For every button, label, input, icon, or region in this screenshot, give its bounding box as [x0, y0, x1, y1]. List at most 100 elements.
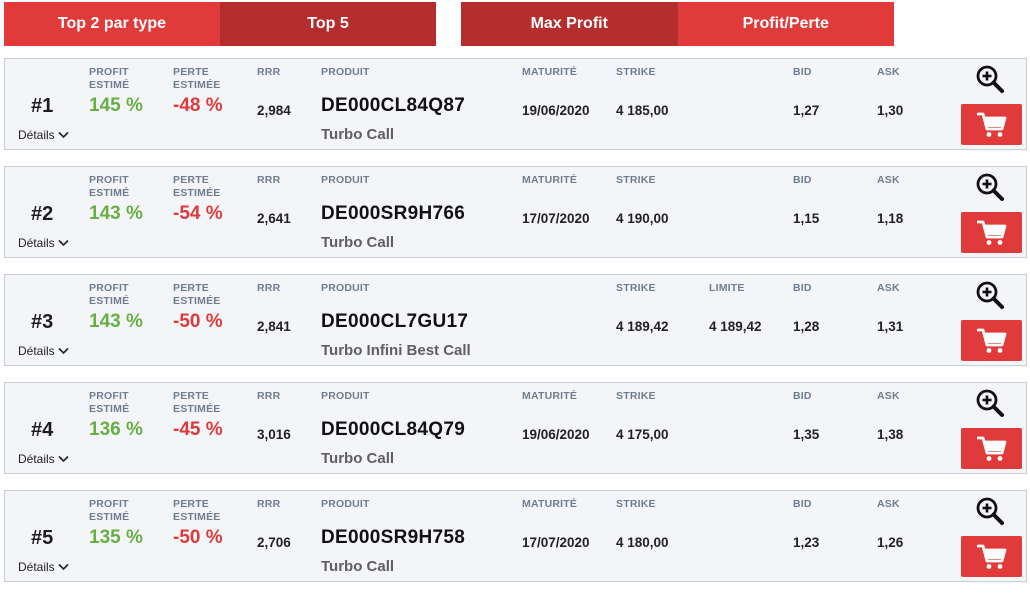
tab-top5[interactable]: Top 5 [220, 2, 436, 46]
profit-label: PROFIT ESTIMÉ [89, 498, 129, 524]
perte-value: -48 % [173, 95, 223, 116]
profit-value: 136 % [89, 419, 143, 440]
product-type: Turbo Infini Best Call [321, 342, 471, 359]
rank-number: #3 [31, 311, 54, 333]
maturite-label: MATURITÉ [522, 66, 577, 79]
perte-label-line2: ESTIMÉE [173, 187, 221, 199]
zoom-in-icon[interactable] [975, 496, 1005, 526]
add-to-cart-button[interactable] [961, 428, 1022, 469]
details-toggle[interactable]: Détails [18, 560, 69, 574]
strike-label-line1: STRIKE [616, 282, 656, 294]
add-to-cart-button[interactable] [961, 212, 1022, 253]
bid-label: BID [793, 498, 812, 511]
zoom-in-icon[interactable] [975, 64, 1005, 94]
strike-value: 4 189,42 [616, 319, 669, 334]
maturite-value: 19/06/2020 [522, 427, 590, 442]
details-label: Détails [18, 128, 55, 142]
ask-label-line1: ASK [877, 282, 900, 294]
bid-value: 1,23 [793, 535, 820, 550]
zoom-in-icon[interactable] [975, 280, 1005, 310]
strike-label-line1: STRIKE [616, 174, 656, 186]
strike-value: 4 180,00 [616, 535, 669, 550]
rrr-value: 2,641 [257, 211, 291, 226]
strike-label: STRIKE [616, 498, 656, 511]
produit-label-line1: PRODUIT [321, 282, 370, 294]
product-code[interactable]: DE000SR9H766 [321, 203, 466, 224]
details-toggle[interactable]: Détails [18, 452, 69, 466]
bid-value: 1,15 [793, 211, 820, 226]
ranking-tab-group: Top 2 par type Top 5 [4, 2, 436, 46]
add-to-cart-button[interactable] [961, 104, 1022, 145]
profit-label: PROFIT ESTIMÉ [89, 282, 129, 308]
tab-top2-par-type[interactable]: Top 2 par type [4, 2, 220, 46]
details-toggle[interactable]: Détails [18, 128, 69, 142]
tab-profit-perte[interactable]: Profit/Perte [677, 2, 894, 46]
perte-value: -50 % [173, 311, 223, 332]
bid-value: 1,35 [793, 427, 820, 442]
rrr-label: RRR [257, 174, 280, 187]
maturite-label-line1: MATURITÉ [522, 390, 578, 402]
strike-value: 4 175,00 [616, 427, 669, 442]
perte-label-line1: PERTE [173, 66, 210, 78]
rank-number: #1 [31, 95, 54, 117]
profit-value: 143 % [89, 203, 143, 224]
ask-value: 1,18 [877, 211, 904, 226]
ask-value: 1,30 [877, 103, 904, 118]
maturite-label: MATURITÉ [522, 498, 577, 511]
zoom-in-icon[interactable] [975, 388, 1005, 418]
rrr-value: 3,016 [257, 427, 291, 442]
perte-label-line1: PERTE [173, 174, 210, 186]
product-code[interactable]: DE000CL84Q87 [321, 95, 466, 116]
maturite-value: 17/07/2020 [522, 535, 590, 550]
details-toggle[interactable]: Détails [18, 236, 69, 250]
product-code[interactable]: DE000CL7GU17 [321, 311, 469, 332]
product-card: #3 Détails PROFIT ESTIMÉ PERTE ESTIMÉE RRR PROD… [4, 274, 1027, 366]
strike-label: STRIKE [616, 282, 656, 295]
product-card: #2 Détails PROFIT ESTIMÉ PERTE ESTIMÉE RRR PROD… [4, 166, 1027, 258]
product-card: #4 Détails PROFIT ESTIMÉ PERTE ESTIMÉE RRR PROD… [4, 382, 1027, 474]
bid-value: 1,27 [793, 103, 820, 118]
bid-label-line1: BID [793, 498, 812, 510]
rrr-value: 2,984 [257, 103, 291, 118]
perte-label-line2: ESTIMÉE [173, 79, 221, 91]
produit-label-line1: PRODUIT [321, 390, 370, 402]
rrr-label-line1: RRR [257, 390, 281, 402]
details-toggle[interactable]: Détails [18, 344, 69, 358]
strike-label: STRIKE [616, 390, 656, 403]
perte-value: -50 % [173, 527, 223, 548]
ask-label: ASK [877, 174, 900, 187]
cart-icon [976, 328, 1006, 353]
zoom-in-icon[interactable] [975, 172, 1005, 202]
rrr-value: 2,706 [257, 535, 291, 550]
profit-label-line1: PROFIT [89, 390, 129, 402]
produit-label: PRODUIT [321, 498, 370, 511]
profit-label: PROFIT ESTIMÉ [89, 390, 129, 416]
maturite-label-line1: MATURITÉ [522, 66, 578, 78]
product-code[interactable]: DE000SR9H758 [321, 527, 466, 548]
strike-label-line1: STRIKE [616, 498, 656, 510]
product-card: #5 Détails PROFIT ESTIMÉ PERTE ESTIMÉE RRR PROD… [4, 490, 1027, 582]
rrr-label-line1: RRR [257, 66, 281, 78]
tab-max-profit[interactable]: Max Profit [461, 2, 678, 46]
ask-label: ASK [877, 66, 900, 79]
details-label: Détails [18, 452, 55, 466]
add-to-cart-button[interactable] [961, 320, 1022, 361]
chevron-down-icon [58, 239, 69, 247]
strike-label: STRIKE [616, 66, 656, 79]
product-type: Turbo Call [321, 450, 395, 467]
maturite-label: MATURITÉ [522, 174, 577, 187]
profit-value: 143 % [89, 311, 143, 332]
ask-value: 1,31 [877, 319, 904, 334]
sort-tab-group: Max Profit Profit/Perte [461, 2, 894, 46]
product-type: Turbo Call [321, 126, 395, 143]
add-to-cart-button[interactable] [961, 536, 1022, 577]
maturite-label-line1: MATURITÉ [522, 498, 578, 510]
product-code[interactable]: DE000CL84Q79 [321, 419, 466, 440]
details-label: Détails [18, 236, 55, 250]
maturite-label: MATURITÉ [522, 390, 577, 403]
profit-label-line2: ESTIMÉ [89, 403, 130, 415]
perte-label-line1: PERTE [173, 390, 210, 402]
produit-label-line1: PRODUIT [321, 66, 370, 78]
perte-label-line2: ESTIMÉE [173, 511, 221, 523]
perte-value: -45 % [173, 419, 223, 440]
